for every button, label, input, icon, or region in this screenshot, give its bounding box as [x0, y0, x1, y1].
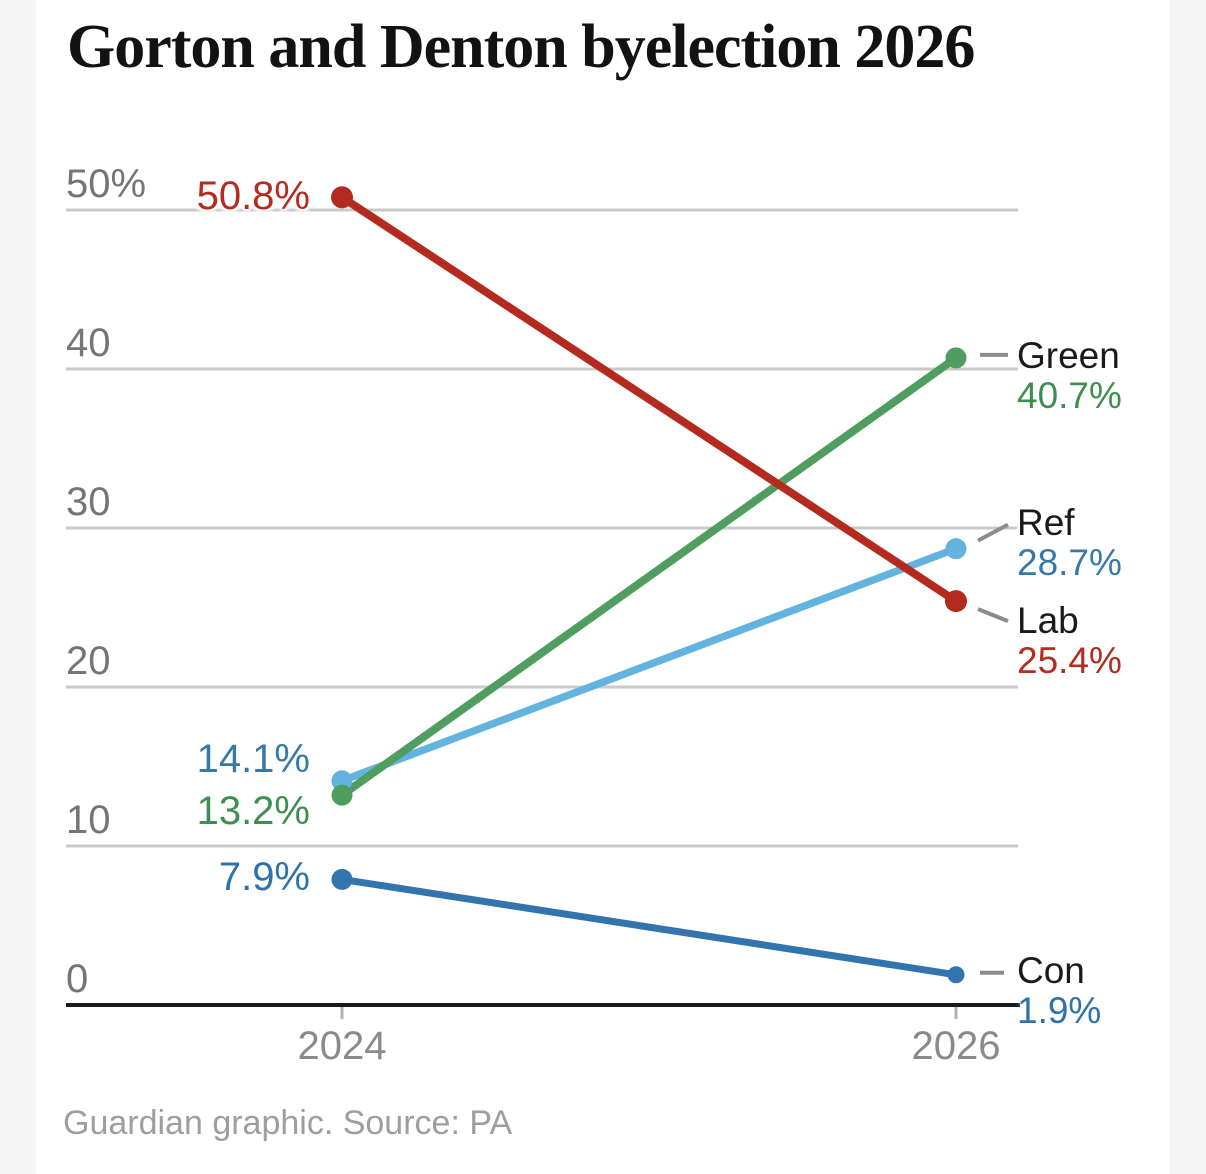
- source-credit: Guardian graphic. Source: PA: [63, 1104, 513, 1142]
- y-axis-label-50: 50%: [66, 162, 147, 206]
- y-axis-label-30: 30: [66, 480, 111, 524]
- x-axis-label-2026: 2026: [911, 1024, 1001, 1068]
- ref-2026-value-label: 28.7%: [1017, 541, 1122, 583]
- y-axis-label-10: 10: [66, 798, 111, 842]
- ref-2024-value-label: 14.1%: [196, 736, 310, 781]
- ref-series-label: Ref: [1017, 501, 1075, 543]
- x-axis-label-2024: 2024: [297, 1024, 387, 1068]
- green-2026-value-label: 40.7%: [1017, 374, 1122, 416]
- con-series-label: Con: [1017, 949, 1085, 991]
- con-2024-value-label: 7.9%: [218, 855, 310, 900]
- y-axis-label-20: 20: [66, 639, 111, 683]
- green-series-label: Green: [1017, 334, 1120, 376]
- lab-2024-value-label: 50.8%: [196, 174, 310, 219]
- green-2024-value-label: 13.2%: [196, 789, 310, 834]
- con-2026-value-label: 1.9%: [1017, 989, 1102, 1031]
- y-axis-label-0: 0: [66, 957, 89, 1001]
- lab-series-label: Lab: [1017, 600, 1079, 642]
- lab-2026-value-label: 25.4%: [1017, 640, 1122, 682]
- chart-title: Gorton and Denton byelection 2026: [67, 13, 975, 81]
- y-axis-label-40: 40: [66, 321, 111, 365]
